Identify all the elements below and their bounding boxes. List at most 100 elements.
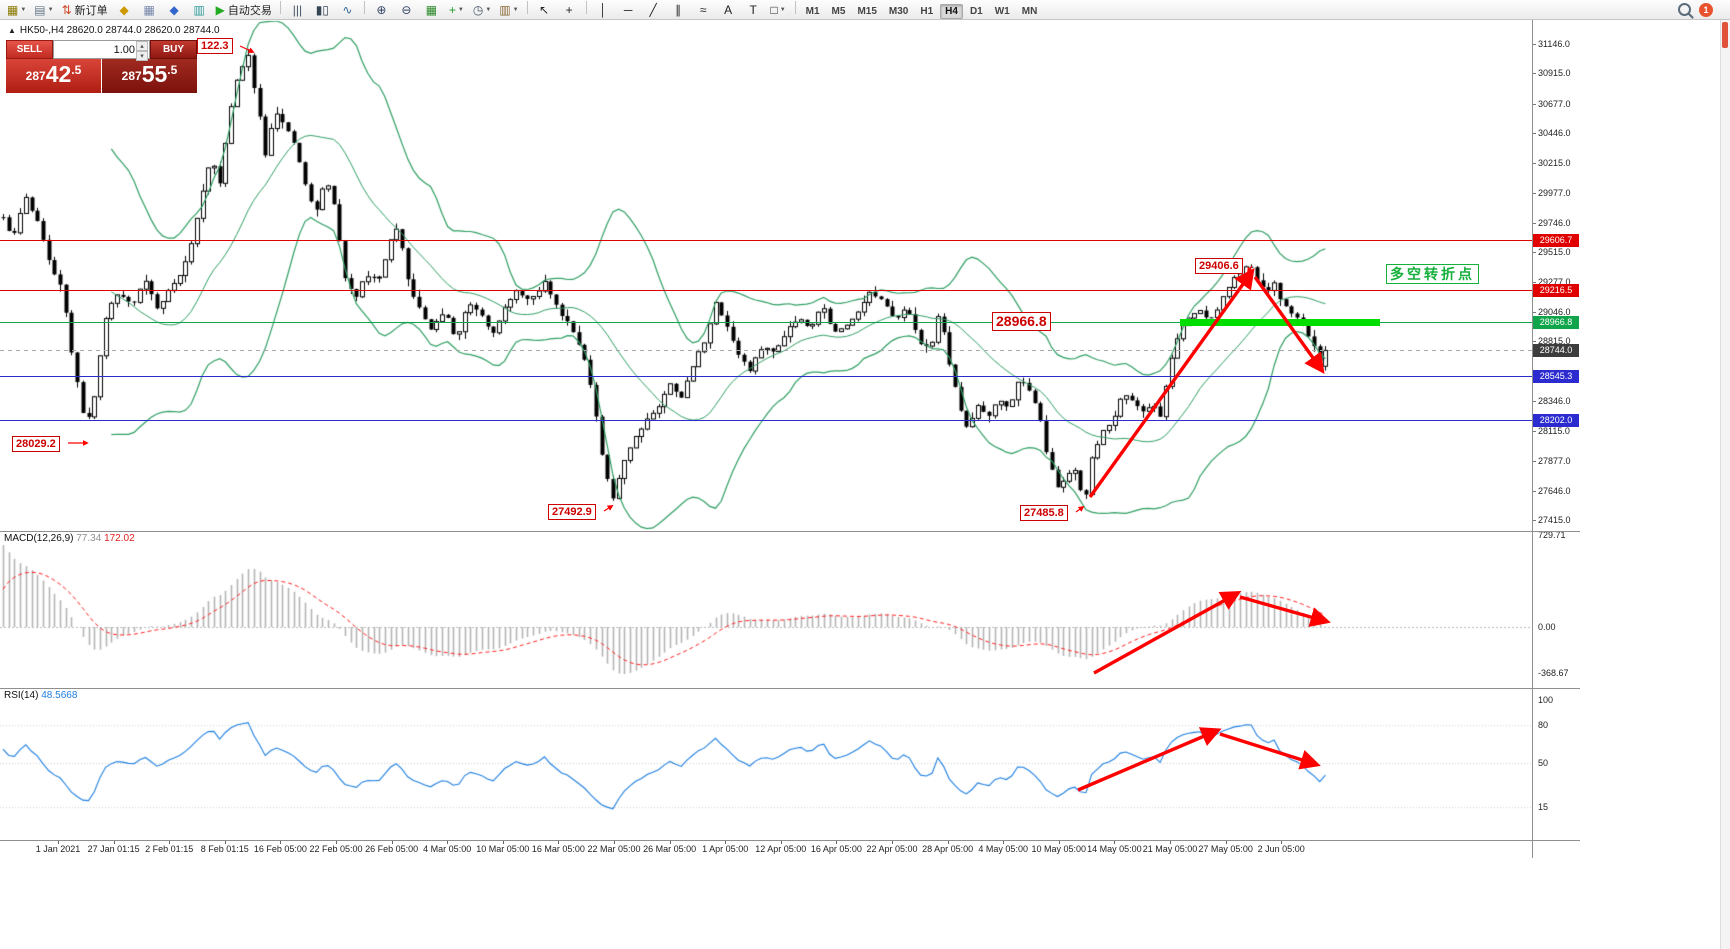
panel-separator[interactable]: [0, 688, 1580, 689]
sell-button[interactable]: SELL: [6, 40, 53, 59]
timeframe-w1[interactable]: W1: [994, 5, 1010, 17]
price-annotation[interactable]: 29406.6: [1195, 258, 1243, 274]
price-tick-label: 29277.0: [1538, 277, 1571, 288]
panel-separator[interactable]: [0, 840, 1580, 841]
horizontal-line-button[interactable]: ─: [617, 0, 640, 19]
price-annotation[interactable]: 122.3: [197, 38, 233, 54]
time-tick-mark: [669, 840, 671, 844]
market-watch-button[interactable]: ◆: [113, 0, 136, 19]
sell-price[interactable]: 287 42.5: [6, 59, 101, 93]
one-click-trading-panel: SELL 1.00 ▴ ▾ BUY 287 42.5 287 55.5: [6, 40, 197, 93]
vertical-scrollbar[interactable]: [1720, 20, 1730, 949]
zoom-out-button[interactable]: ⊖: [395, 0, 418, 19]
volume-up-icon[interactable]: ▴: [136, 41, 148, 51]
toolbar-right: 1: [1678, 2, 1727, 17]
price-tag-29606.7: 29606.7: [1533, 234, 1579, 247]
rsi-name: RSI(14): [4, 690, 39, 701]
time-axis-label: 4 May 05:00: [978, 844, 1028, 854]
price-tick-label: 27646.0: [1538, 485, 1571, 496]
chevron-down-icon[interactable]: ▼: [779, 6, 786, 13]
text-button[interactable]: A: [717, 0, 740, 19]
timeframe-h4[interactable]: H4: [940, 3, 963, 19]
time-axis-label: 16 Feb 05:00: [253, 844, 307, 854]
timeframe-h1[interactable]: H1: [920, 5, 934, 17]
line-chart-mode-button[interactable]: ∿: [336, 0, 359, 19]
price-tick-mark: [1532, 461, 1536, 462]
chevron-down-icon[interactable]: ▼: [512, 6, 519, 13]
timeframe-m1[interactable]: M1: [805, 5, 820, 17]
scrollbar-thumb[interactable]: [1722, 22, 1728, 48]
macd-axis-label: 0.00: [1538, 622, 1556, 632]
horizontal-line-28966.8[interactable]: [0, 322, 1532, 323]
shapes-button[interactable]: □ ▼: [767, 0, 790, 19]
panel-separator[interactable]: [0, 531, 1580, 532]
fibonacci-retracement-icon: ≈: [699, 2, 707, 17]
tile-windows-button[interactable]: ▦: [420, 0, 443, 19]
vertical-line-button[interactable]: │: [592, 0, 615, 19]
navigator-button[interactable]: ◆: [163, 0, 186, 19]
chevron-down-icon[interactable]: ▼: [485, 6, 492, 13]
volume-input[interactable]: 1.00 ▴ ▾: [53, 40, 150, 61]
terminal-button[interactable]: ▥: [188, 0, 211, 19]
time-tick-mark: [169, 840, 171, 844]
horizontal-line-29216.5[interactable]: [0, 290, 1532, 291]
profiles-button[interactable]: ▤ ▼: [31, 0, 56, 19]
volume-spinner[interactable]: ▴ ▾: [136, 41, 148, 61]
price-annotation[interactable]: 27485.8: [1020, 505, 1068, 521]
timeframe-m5[interactable]: M5: [831, 5, 846, 17]
toolbar-separator: [363, 0, 365, 14]
chevron-down-icon[interactable]: ▼: [20, 6, 27, 13]
bar-chart-mode-button[interactable]: |||: [286, 0, 309, 19]
timeframe-m15[interactable]: M15: [857, 5, 877, 17]
price-tick-mark: [1532, 193, 1536, 194]
periods-button[interactable]: ◷ ▼: [470, 0, 494, 19]
buy-price[interactable]: 287 55.5: [102, 59, 197, 93]
new-order-button[interactable]: ⇅ 新订单: [59, 0, 111, 19]
equidistant-channel-button[interactable]: ∥: [667, 0, 690, 19]
turning-point-note[interactable]: 多空转折点: [1386, 264, 1479, 284]
chevron-down-icon[interactable]: ▼: [47, 6, 54, 13]
text-label-button[interactable]: T: [742, 0, 765, 19]
time-tick-mark: [1225, 840, 1227, 844]
horizontal-line-28202.0[interactable]: [0, 420, 1532, 421]
symbol-info: ▲ HK50-,H4 28620.0 28744.0 28620.0 28744.…: [8, 25, 220, 36]
one-click-toggle-icon[interactable]: ▲: [8, 26, 16, 35]
templates-icon: ▥: [499, 2, 511, 17]
price-annotation[interactable]: 28029.2: [12, 436, 60, 452]
volume-value: 1.00: [113, 43, 135, 56]
fibonacci-retracement-button[interactable]: ≈: [692, 0, 715, 19]
price-axis-separator[interactable]: [1532, 20, 1533, 858]
chevron-down-icon[interactable]: ▼: [457, 6, 464, 13]
horizontal-line-28545.3[interactable]: [0, 376, 1532, 377]
time-tick-mark: [1170, 840, 1171, 844]
search-icon[interactable]: [1678, 3, 1691, 16]
auto-trading-button[interactable]: ▶ 自动交易: [213, 0, 275, 19]
cursor-button[interactable]: ↖: [533, 0, 556, 19]
price-annotation[interactable]: 28966.8: [992, 312, 1051, 331]
horizontal-line-28744.0[interactable]: [0, 350, 1532, 351]
indicators-button[interactable]: + ▼: [445, 0, 468, 19]
notification-badge[interactable]: 1: [1699, 2, 1713, 17]
time-tick-mark: [780, 840, 782, 844]
crosshair-button[interactable]: +: [558, 0, 581, 19]
buy-button[interactable]: BUY: [150, 40, 197, 59]
macd-signal-value: 172.02: [104, 533, 135, 544]
templates-button[interactable]: ▥ ▼: [496, 0, 521, 19]
data-window-button[interactable]: ▦: [138, 0, 161, 19]
volume-down-icon[interactable]: ▾: [136, 51, 148, 61]
crosshair-icon: +: [565, 2, 573, 17]
price-annotation[interactable]: 27492.9: [548, 504, 596, 520]
price-tick-label: 27415.0: [1538, 515, 1571, 525]
new-chart-button[interactable]: ▦ ▼: [4, 0, 29, 19]
timeframe-mn[interactable]: MN: [1021, 5, 1038, 17]
zoom-in-button[interactable]: ⊕: [370, 0, 393, 19]
timeframe-m30[interactable]: M30: [888, 5, 909, 17]
trend-line-button[interactable]: ╱: [642, 0, 665, 19]
time-axis-label: 22 Mar 05:00: [587, 844, 641, 854]
timeframe-d1[interactable]: D1: [969, 5, 983, 17]
candlestick-mode-button[interactable]: ▮▯: [311, 0, 334, 19]
macd-name: MACD(12,26,9): [4, 533, 74, 544]
horizontal-line-29606.7[interactable]: [0, 240, 1532, 241]
support-highlight-band[interactable]: [1180, 319, 1380, 326]
